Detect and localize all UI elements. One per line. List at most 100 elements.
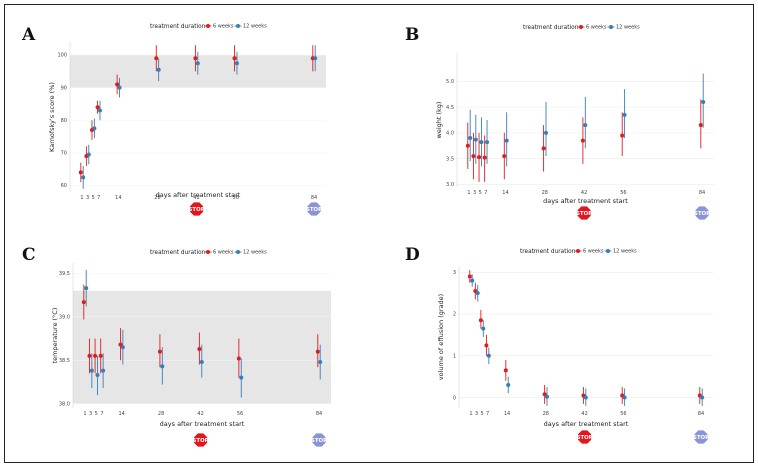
- x-tick-label: 1: [469, 411, 472, 417]
- x-tick-label: 14: [504, 411, 510, 417]
- data-point: [482, 155, 487, 160]
- stop-sign-label: STOP: [694, 211, 710, 217]
- series-twelve-weeks: [470, 274, 705, 406]
- series-six-weeks: [81, 284, 320, 378]
- x-tick-label: 28: [158, 411, 164, 417]
- data-point: [468, 136, 473, 141]
- stop-sign-shape: [694, 205, 710, 221]
- chart-panel-c: C 38.0 38.5 39.0 39.5 1 3 5 7 14 28 42 56 84 days afte…: [22, 245, 331, 448]
- series-six-weeks: [467, 270, 702, 404]
- legend-key-point: [579, 25, 583, 29]
- y-tick-label: 60: [61, 183, 67, 189]
- data-point: [622, 112, 627, 117]
- y-tick-label: 38.5: [59, 358, 70, 364]
- data-point: [117, 85, 122, 90]
- data-point: [545, 394, 550, 399]
- data-point: [484, 343, 489, 348]
- x-tick-label: 84: [316, 411, 322, 417]
- x-tick-label: 42: [581, 190, 587, 196]
- legend-label: 12 weeks: [243, 250, 267, 256]
- x-tick-label: 56: [620, 411, 626, 417]
- stop-sign-shape: [193, 432, 209, 448]
- stop-sign-icon: STOP: [576, 205, 592, 221]
- data-point: [622, 395, 627, 400]
- stop-sign-label: STOP: [576, 211, 592, 217]
- legend-title: treatment duration: [150, 24, 206, 30]
- legend-label: 12 weeks: [243, 24, 267, 30]
- y-tick-label: 70: [61, 151, 67, 157]
- data-point: [236, 356, 241, 361]
- x-tick-label: 7: [484, 190, 487, 196]
- data-point: [542, 392, 547, 397]
- y-tick-label: 2: [453, 312, 456, 318]
- chart-panel-b: B 3.0 3.5 4.0 4.5 5.0 1 3 5 7 14 28 42 56 84 days after…: [405, 25, 714, 221]
- legend-key-point: [206, 250, 210, 254]
- x-tick-label: 5: [480, 411, 483, 417]
- data-point: [313, 56, 318, 61]
- stop-sign-icon: STOP: [189, 201, 205, 217]
- data-point: [87, 353, 92, 358]
- data-point: [197, 346, 202, 351]
- x-tick-label: 84: [311, 195, 317, 201]
- data-point: [101, 368, 106, 373]
- data-point: [120, 345, 125, 350]
- x-tick-label: 56: [620, 190, 626, 196]
- data-point: [583, 395, 588, 400]
- series-twelve-weeks: [84, 269, 323, 398]
- x-tick-label: 3: [89, 411, 92, 417]
- data-point: [541, 146, 546, 151]
- stop-sign-shape: [189, 201, 205, 217]
- legend-key-point: [609, 25, 613, 29]
- data-point: [543, 130, 548, 135]
- stop-sign-shape: [577, 429, 593, 445]
- y-tick-label: 4.0: [446, 131, 454, 137]
- data-point: [92, 126, 97, 131]
- data-point: [620, 133, 625, 138]
- data-point: [473, 137, 478, 142]
- x-tick-label: 42: [197, 411, 203, 417]
- stop-sign-shape: [311, 432, 327, 448]
- data-point: [701, 99, 706, 104]
- panel-letter: A: [21, 25, 36, 45]
- x-tick-label: 14: [118, 411, 124, 417]
- legend-key-point: [606, 249, 610, 253]
- data-point: [479, 140, 484, 145]
- legend-key-point: [576, 249, 580, 253]
- series-twelve-weeks: [81, 45, 318, 189]
- y-tick-label: 5.0: [446, 79, 454, 85]
- data-point: [81, 175, 86, 180]
- x-tick-label: 5: [479, 190, 482, 196]
- x-axis-title: days after treatment start: [160, 420, 245, 428]
- data-point: [232, 56, 237, 61]
- x-tick-label: 56: [233, 195, 239, 201]
- y-tick-label: 100: [57, 53, 67, 59]
- stop-sign-label: STOP: [193, 438, 209, 444]
- x-tick-label: 28: [542, 190, 548, 196]
- y-tick-label: 1: [453, 353, 456, 359]
- y-axis-title: temperature (°C): [51, 308, 59, 364]
- data-point: [503, 368, 508, 373]
- data-point: [154, 56, 159, 61]
- data-point: [195, 61, 200, 66]
- y-tick-label: 39.5: [59, 271, 70, 277]
- data-point: [156, 67, 161, 72]
- data-point: [580, 138, 585, 143]
- x-tick-label: 3: [475, 411, 478, 417]
- legend-key-point: [236, 250, 240, 254]
- data-point: [504, 138, 509, 143]
- x-tick-label: 42: [193, 195, 199, 201]
- data-point: [95, 373, 100, 378]
- data-point: [700, 395, 705, 400]
- x-tick-label: 7: [486, 411, 489, 417]
- data-point: [93, 353, 98, 358]
- y-axis-title: Karnofsky's score (%): [48, 82, 56, 152]
- x-tick-label: 5: [95, 411, 98, 417]
- x-axis-title: days after treatment start: [156, 191, 241, 199]
- x-tick-label: 1: [83, 411, 86, 417]
- legend-label: 6 weeks: [213, 250, 234, 256]
- y-axis-title: weight (kg): [435, 102, 443, 139]
- data-point: [193, 56, 198, 61]
- y-tick-label: 3: [453, 270, 456, 276]
- data-point: [471, 154, 476, 159]
- data-point: [475, 291, 480, 296]
